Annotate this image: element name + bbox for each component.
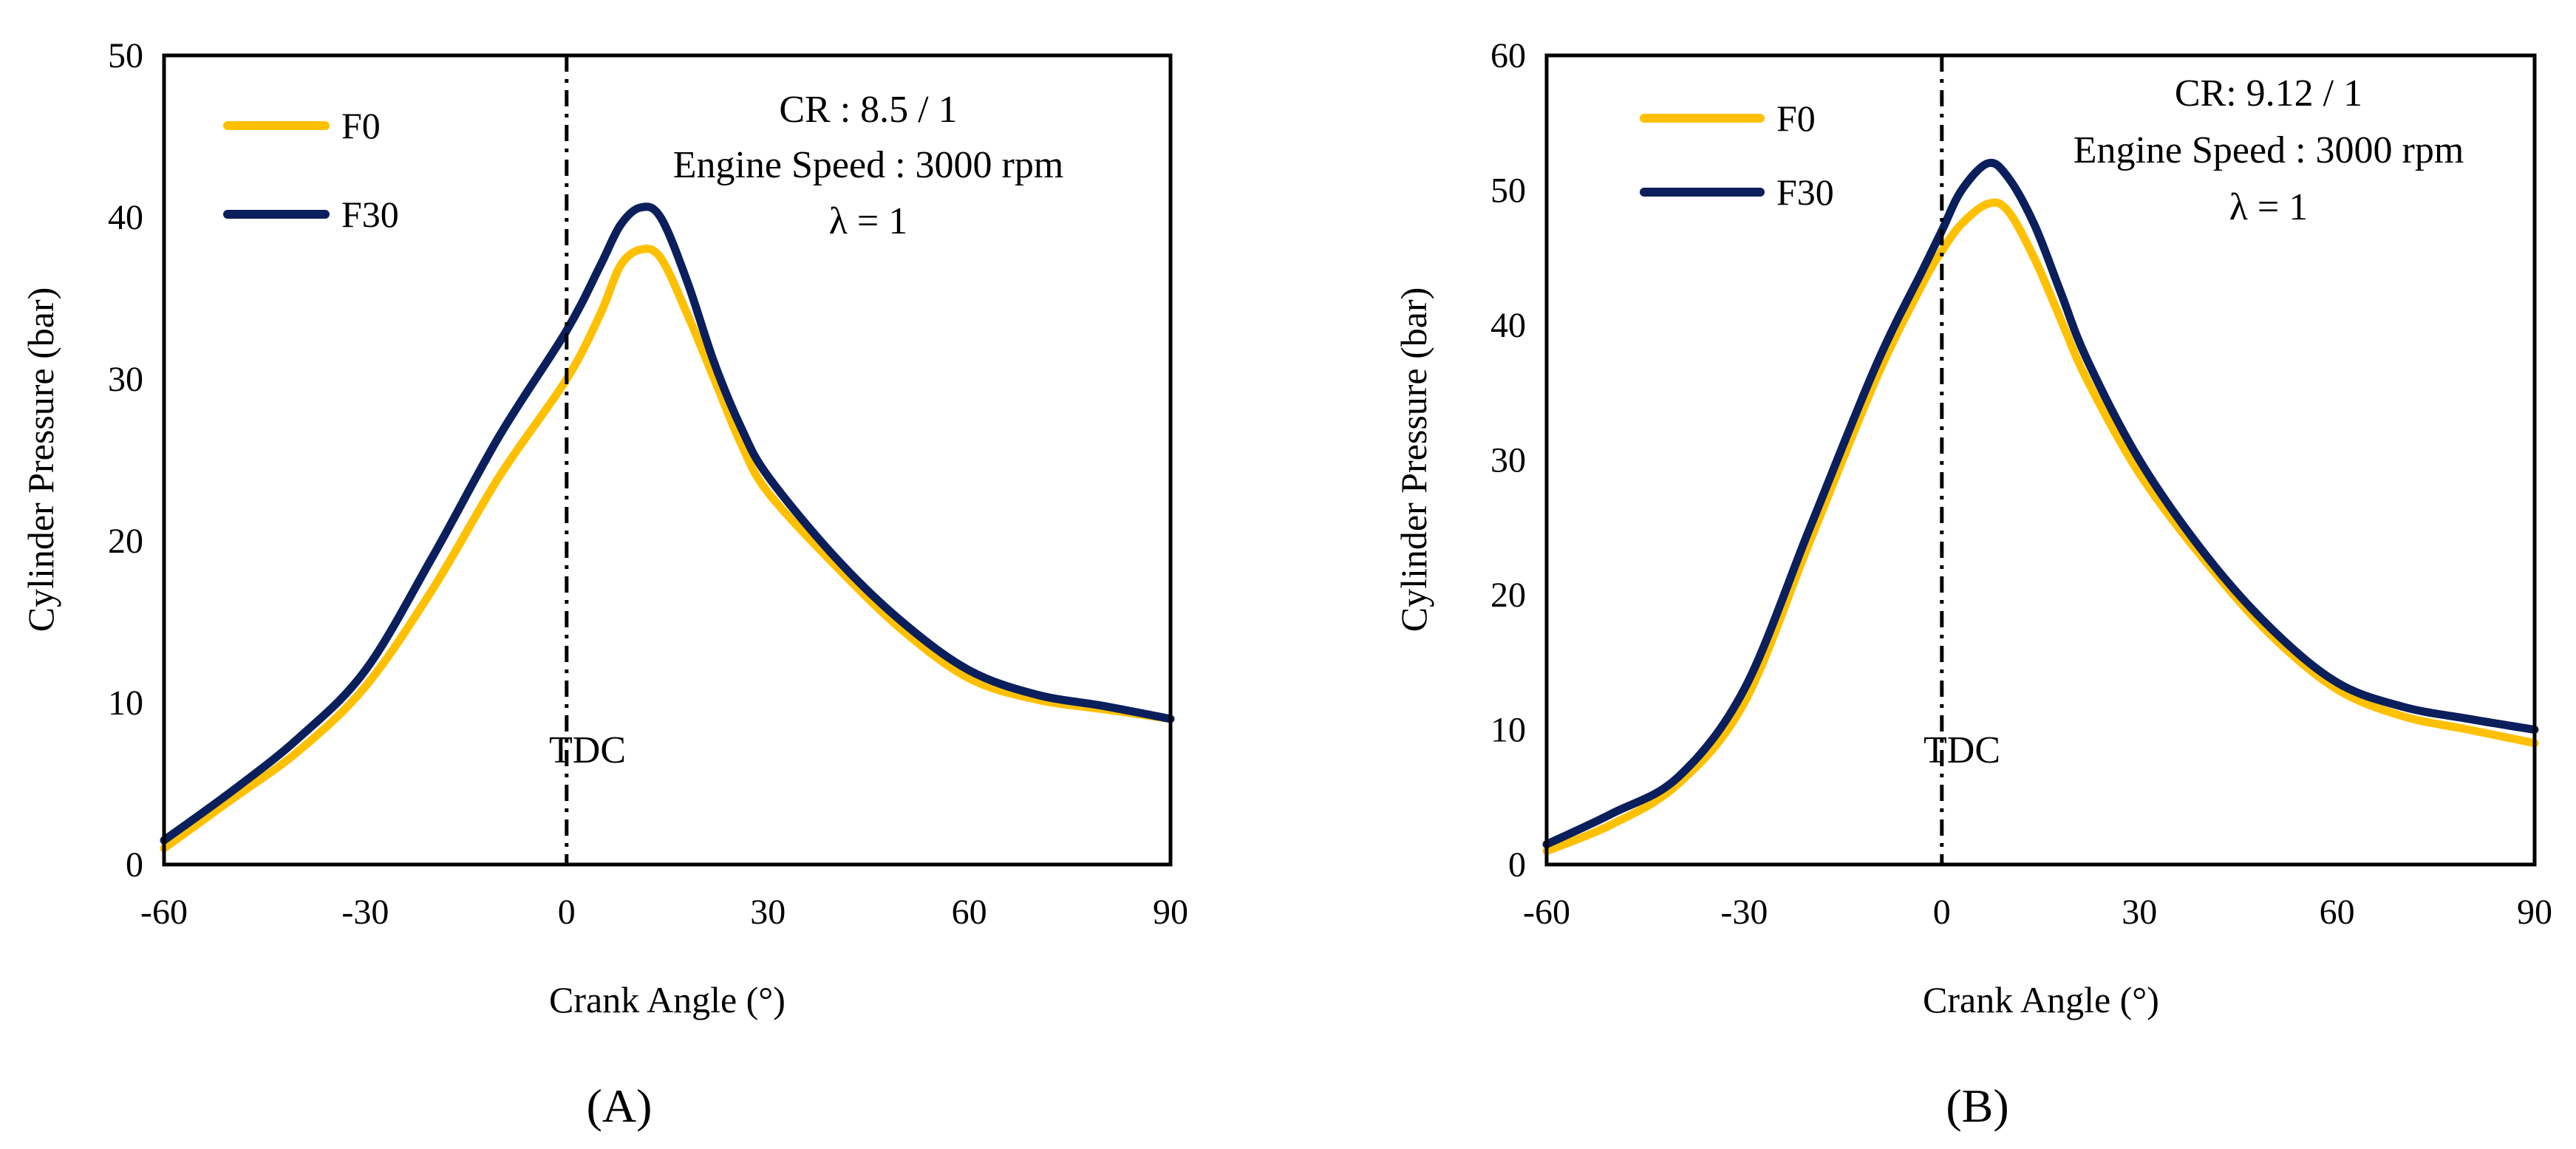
chart-b-y-tick-label: 40	[1490, 306, 1526, 345]
chart-a-plot-frame	[162, 53, 1173, 867]
chart-b-line-f0	[1542, 198, 2539, 856]
chart-a-y-tick-label: 20	[108, 522, 143, 561]
chart-b-legend-f0-label: F0	[1776, 98, 1816, 139]
chart-a-tdc-label: TDC	[549, 729, 626, 771]
chart-a-annotation-cr: CR : 8.5 / 1	[779, 89, 957, 131]
chart-a-y-tick-labels: 0 10 20 30 40 50	[108, 36, 143, 884]
chart-a-y-tick-label: 10	[108, 683, 143, 723]
chart-a-y-tick-label: 30	[108, 360, 143, 399]
chart-a-x-tick-labels: -60 -30 0 30 60 90	[140, 893, 1188, 932]
chart-b-annotation: CR: 9.12 / 1 Engine Speed : 3000 rpm λ =…	[2074, 72, 2464, 228]
chart-a-y-tick-label: 50	[108, 36, 143, 75]
chart-a-x-tick-label: 0	[558, 893, 576, 932]
chart-a-legend-f30-label: F30	[341, 194, 399, 235]
chart-a-panel-label: (A)	[587, 1080, 652, 1132]
chart-b-x-tick-label: 0	[1933, 893, 1951, 932]
chart-b-line-f30	[1542, 158, 2539, 849]
chart-b-y-tick-label: 30	[1490, 441, 1526, 480]
chart-a-x-tick-label: 90	[1153, 893, 1188, 932]
chart-b-y-tick-label: 10	[1490, 711, 1526, 750]
chart-a-line-f30	[160, 202, 1175, 845]
chart-b: 0 10 20 30 40 50 60 -60 -30 0 30 60 90 TDC Cylinder…	[1393, 36, 2552, 1132]
chart-b-annotation-lambda: λ = 1	[2229, 186, 2308, 228]
chart-a-y-tick-label: 40	[108, 198, 143, 237]
chart-b-x-tick-label: -30	[1720, 893, 1768, 932]
chart-a-legend: F0 F30	[223, 105, 399, 235]
chart-a-x-axis-label: Crank Angle (°)	[549, 979, 786, 1020]
chart-b-y-tick-labels: 0 10 20 30 40 50 60	[1490, 36, 1526, 884]
chart-b-annotation-cr: CR: 9.12 / 1	[2175, 72, 2362, 115]
chart-b-x-tick-labels: -60 -30 0 30 60 90	[1523, 893, 2552, 932]
chart-a-y-axis-label: Cylinder Pressure (bar)	[20, 287, 61, 633]
chart-a-line-f0	[160, 245, 1175, 853]
chart-a-x-tick-label: -60	[140, 893, 188, 932]
chart-b-y-tick-label: 50	[1490, 171, 1526, 211]
chart-b-tdc-label: TDC	[1924, 729, 2000, 771]
chart-b-annotation-speed: Engine Speed : 3000 rpm	[2074, 129, 2464, 171]
chart-a-annotation-speed: Engine Speed : 3000 rpm	[673, 144, 1064, 186]
chart-a-legend-f0-label: F0	[341, 105, 381, 146]
chart-a-y-tick-label: 0	[126, 845, 143, 884]
chart-b-y-axis-label: Cylinder Pressure (bar)	[1393, 287, 1434, 633]
chart-a-annotation: CR : 8.5 / 1 Engine Speed : 3000 rpm λ =…	[673, 89, 1064, 242]
chart-b-y-tick-label: 60	[1490, 36, 1526, 75]
chart-a-annotation-lambda: λ = 1	[829, 200, 908, 242]
chart-b-legend: F0 F30	[1640, 98, 1834, 213]
chart-b-x-tick-label: 90	[2517, 893, 2552, 932]
chart-b-y-tick-label: 0	[1508, 845, 1526, 884]
chart-a-series-lines	[160, 202, 1175, 853]
chart-b-series-lines	[1542, 158, 2539, 856]
chart-b-panel-label: (B)	[1946, 1080, 2008, 1132]
chart-b-legend-f30-label: F30	[1776, 171, 1834, 213]
chart-b-x-tick-label: -60	[1523, 893, 1570, 932]
chart-b-x-tick-label: 60	[2320, 893, 2355, 932]
chart-b-x-axis-label: Crank Angle (°)	[1923, 979, 2159, 1020]
chart-a: 0 10 20 30 40 50 -60 -30 0 30 60 90 TDC Cylinder P…	[20, 36, 1188, 1132]
chart-b-y-tick-label: 20	[1490, 576, 1526, 615]
chart-b-plot-frame	[1544, 53, 2537, 867]
chart-a-x-tick-label: 60	[952, 893, 987, 932]
chart-a-x-tick-label: 30	[750, 893, 786, 932]
chart-a-x-tick-label: -30	[341, 893, 389, 932]
chart-b-x-tick-label: 30	[2122, 893, 2157, 932]
